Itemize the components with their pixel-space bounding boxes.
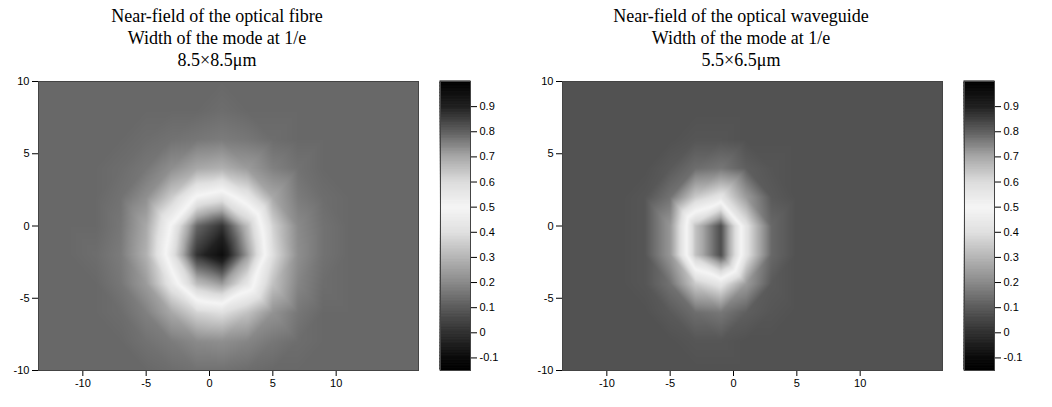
svg-text:0: 0 [547,220,553,232]
svg-text:0.1: 0.1 [480,301,495,313]
svg-text:0: 0 [730,377,736,389]
svg-text:0.8: 0.8 [480,125,495,137]
svg-text:0: 0 [480,326,486,338]
svg-text:-10: -10 [599,377,615,389]
svg-text:0.3: 0.3 [480,251,495,263]
svg-text:0.3: 0.3 [1004,251,1019,263]
svg-text:0.2: 0.2 [480,276,495,288]
svg-text:-10: -10 [75,377,91,389]
svg-text:10: 10 [330,377,342,389]
svg-text:5: 5 [270,377,276,389]
html-text:5.5×6.5μm: 5.5×6.5μm [701,50,781,70]
svg-text:5: 5 [23,147,29,159]
svg-text:10: 10 [541,75,553,87]
svg-text:-5: -5 [20,292,30,304]
svg-text:0.1: 0.1 [1004,301,1019,313]
svg-text:0: 0 [23,220,29,232]
svg-text:0: 0 [206,377,212,389]
html-text:8.5×8.5μm: 8.5×8.5μm [177,50,257,70]
svg-text:10: 10 [854,377,866,389]
svg-text:0.9: 0.9 [480,100,495,112]
svg-text:-0.1: -0.1 [1004,351,1023,363]
svg-text:-0.1: -0.1 [480,351,499,363]
svg-text:-5: -5 [665,377,675,389]
svg-text:-5: -5 [544,292,554,304]
svg-text:0.9: 0.9 [1004,100,1019,112]
svg-text:0.2: 0.2 [1004,276,1019,288]
svg-text:0.5: 0.5 [480,201,495,213]
svg-text:0.4: 0.4 [1004,226,1019,238]
svg-text:0.7: 0.7 [480,150,495,162]
svg-text:0.6: 0.6 [1004,176,1019,188]
html-text:Width of the mode at 1/e: Width of the mode at 1/e [651,28,831,48]
html-text:Width of the mode at 1/e: Width of the mode at 1/e [127,28,307,48]
svg-text:-10: -10 [538,364,554,376]
svg-text:5: 5 [794,377,800,389]
svg-text:0.5: 0.5 [1004,201,1019,213]
svg-text:0.7: 0.7 [1004,150,1019,162]
html-text:Near-field of the optical fibr: Near-field of the optical fibre [111,6,323,26]
svg-text:0.6: 0.6 [480,176,495,188]
svg-text:-10: -10 [14,364,30,376]
svg-text:0.8: 0.8 [1004,125,1019,137]
svg-text:0.4: 0.4 [480,226,495,238]
html-text:Near-field of the optical wave: Near-field of the optical waveguide [613,6,869,26]
svg-text:10: 10 [17,75,29,87]
svg-text:5: 5 [547,147,553,159]
svg-text:-5: -5 [141,377,151,389]
svg-text:0: 0 [1004,326,1010,338]
